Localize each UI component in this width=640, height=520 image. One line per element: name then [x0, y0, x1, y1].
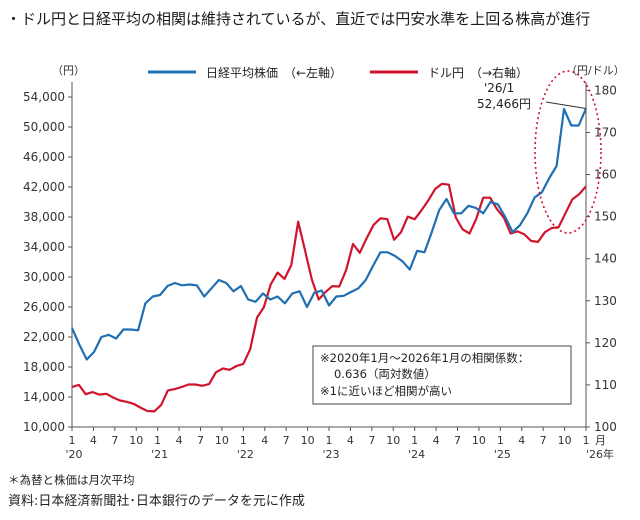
- series-line-usdjpy: [71, 182, 587, 413]
- correlation-line-2: 0.636（両対数値）: [334, 367, 436, 381]
- right-tick-label: 110: [594, 378, 617, 392]
- left-tick-label: 18,000: [23, 360, 65, 374]
- left-axis-unit: （円）: [52, 64, 85, 77]
- x-year-label: '25: [494, 448, 511, 461]
- left-tick-label: 50,000: [23, 120, 65, 134]
- right-tick-label: 120: [594, 336, 617, 350]
- left-tick-label: 54,000: [23, 90, 65, 104]
- legend: 日経平均株価 （←左軸） ドル円 （→右軸）: [148, 65, 528, 80]
- x-tick-label: 1: [69, 434, 76, 447]
- overlay-layer: [534, 70, 602, 234]
- right-tick-label: 180: [594, 83, 617, 97]
- x-tick-label: 4: [347, 434, 354, 447]
- x-tick-label: 7: [368, 434, 375, 447]
- peak-annotation: '26/1 52,466円: [477, 81, 531, 111]
- x-tick-label: 7: [111, 434, 118, 447]
- annotation-leader-line: [545, 101, 587, 109]
- x-tick-label: 1: [583, 434, 590, 447]
- x-tick-label: 10: [301, 434, 315, 447]
- x-year-label: '26年: [586, 447, 614, 461]
- x-year-label: '23: [322, 448, 339, 461]
- x-tick-label: 1: [154, 434, 161, 447]
- right-tick-label: 170: [594, 125, 617, 139]
- x-tick-label: 7: [454, 434, 461, 447]
- x-tick-label: 4: [261, 434, 268, 447]
- x-year-label: '24: [408, 448, 425, 461]
- left-tick-label: 30,000: [23, 270, 65, 284]
- x-tick-label: 4: [176, 434, 183, 447]
- x-tick-label: 7: [540, 434, 547, 447]
- highlight-ellipse: [534, 70, 602, 234]
- right-axis-ticks: 100 110 120 130 140 150 160 170 180: [586, 83, 617, 434]
- correlation-line-1: ※2020年1月～2026年1月の相関係数：: [320, 351, 529, 365]
- correlation-line-3: ※1に近いほど相関が高い: [320, 384, 452, 398]
- x-tick-label: 1: [497, 434, 504, 447]
- left-tick-label: 38,000: [23, 210, 65, 224]
- left-tick-label: 46,000: [23, 150, 65, 164]
- x-tick-label: 10: [472, 434, 486, 447]
- left-tick-label: 34,000: [23, 240, 65, 254]
- legend-label-nikkei: 日経平均株価 （←左軸）: [206, 65, 342, 80]
- x-tick-label: 7: [197, 434, 204, 447]
- right-tick-label: 130: [594, 294, 617, 308]
- left-tick-label: 10,000: [23, 420, 65, 434]
- annotation-date: '26/1: [484, 81, 514, 95]
- headline: ・ドル円と日経平均の相関は維持されているが、直近では円安水準を上回る株高が進行: [6, 10, 591, 28]
- x-tick-label: 1: [411, 434, 418, 447]
- x-axis-end-label: 月: [595, 434, 606, 447]
- x-tick-label: 4: [90, 434, 97, 447]
- x-year-label: '22: [237, 448, 254, 461]
- x-tick-label: 10: [558, 434, 572, 447]
- right-tick-label: 100: [594, 420, 617, 434]
- x-tick-label: 1: [326, 434, 333, 447]
- left-tick-label: 26,000: [23, 300, 65, 314]
- right-tick-label: 160: [594, 168, 617, 182]
- x-tick-label: 7: [283, 434, 290, 447]
- x-tick-label: 10: [386, 434, 400, 447]
- annotation-value: 52,466円: [477, 97, 531, 111]
- x-year-label: '21: [151, 448, 168, 461]
- correlation-box: ※2020年1月～2026年1月の相関係数： 0.636（両対数値） ※1に近い…: [312, 345, 572, 405]
- x-year-label: '20: [65, 448, 82, 461]
- left-tick-label: 14,000: [23, 390, 65, 404]
- x-tick-label: 4: [518, 434, 525, 447]
- left-axis-ticks: 10,000 14,000 18,000 22,000 26,000 30,000 34,0…: [23, 90, 72, 434]
- x-tick-label: 10: [129, 434, 143, 447]
- correlation-box-frame: [312, 345, 572, 405]
- source-note: 資料:日本経済新聞社･日本銀行のデータを元に作成: [8, 494, 305, 509]
- right-tick-label: 150: [594, 210, 617, 224]
- legend-label-usdjpy: ドル円 （→右軸）: [428, 65, 528, 80]
- x-axis-ticks: 1 4 7 10 1 4 7 10 1 4 7 10 1 4 7 10 1 4 7 10 1 4 7 10 1 月'20'21'2…: [65, 427, 614, 461]
- x-tick-label: 1: [240, 434, 247, 447]
- right-axis-unit: （円/ドル）: [566, 64, 625, 77]
- x-tick-label: 4: [433, 434, 440, 447]
- x-tick-label: 10: [215, 434, 229, 447]
- left-tick-label: 22,000: [23, 330, 65, 344]
- footnote: ＊為替と株価は月次平均: [8, 473, 135, 487]
- left-tick-label: 42,000: [23, 180, 65, 194]
- right-tick-label: 140: [594, 252, 617, 266]
- series-line-nikkei: [70, 107, 588, 361]
- series-layer: [70, 107, 588, 413]
